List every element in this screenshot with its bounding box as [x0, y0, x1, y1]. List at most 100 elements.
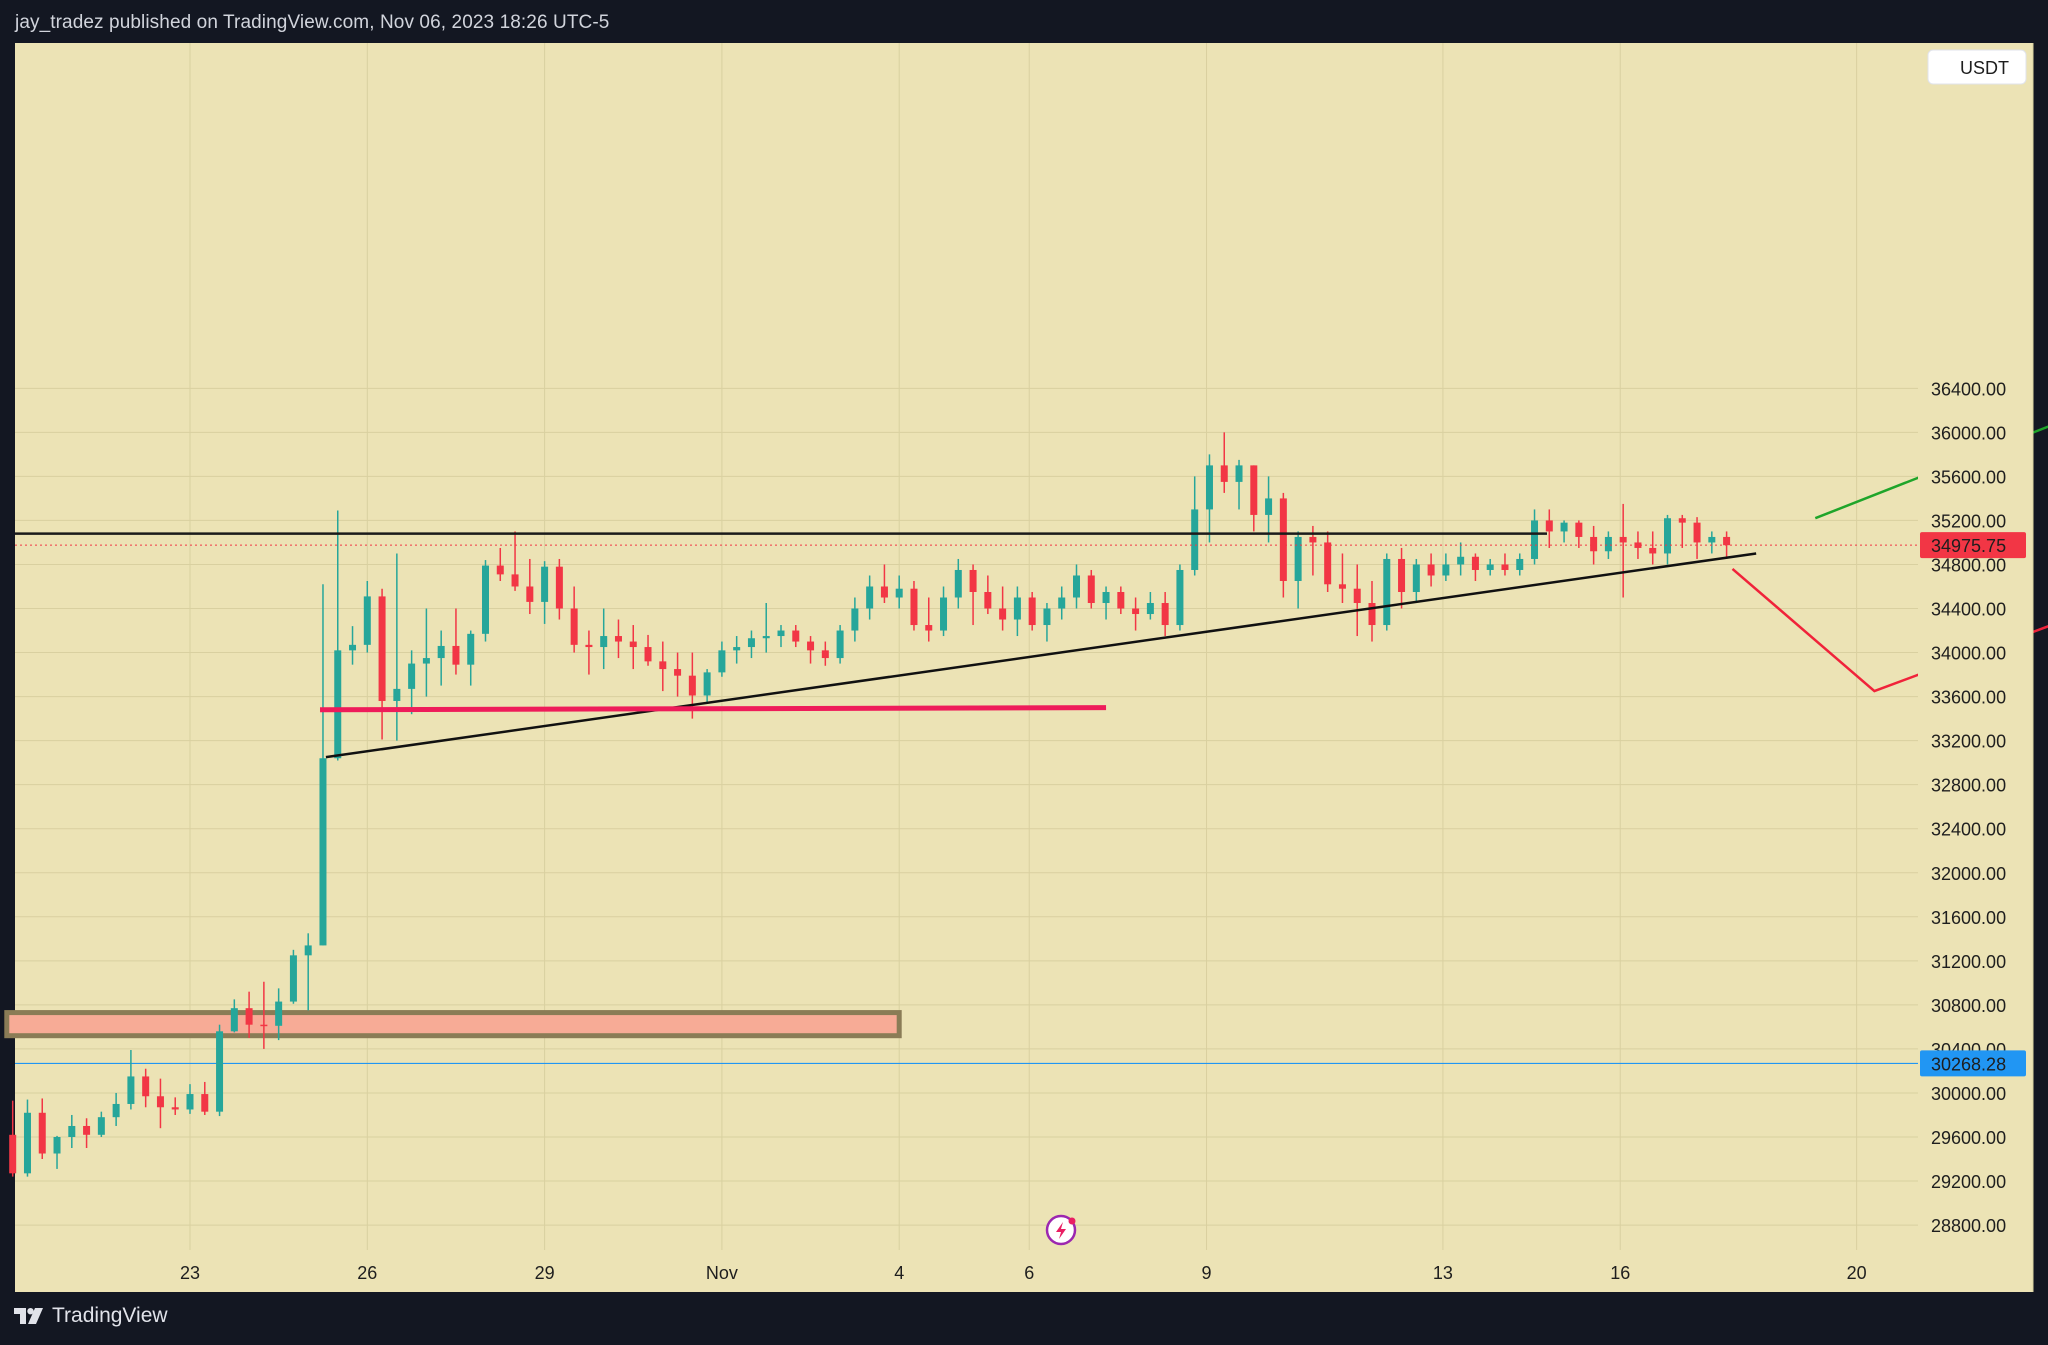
price-tick-label: 34800.00 — [1931, 555, 2006, 575]
candle-body — [777, 630, 785, 637]
candle-body — [792, 630, 800, 642]
candle-body — [1427, 564, 1435, 576]
candle-up — [777, 625, 785, 648]
candle-body — [38, 1112, 46, 1154]
candle-down — [38, 1098, 46, 1160]
candle-body — [718, 650, 726, 673]
candle-up — [836, 625, 844, 664]
candle-body — [1708, 536, 1716, 543]
candle-down — [555, 558, 563, 620]
candle-body — [570, 608, 578, 645]
candle-body — [1560, 522, 1568, 532]
tradingview-brand-label: TradingView — [52, 1304, 168, 1327]
candle-body — [585, 644, 593, 648]
currency-button-bg[interactable] — [1927, 49, 2027, 85]
candle-body — [186, 1094, 194, 1110]
tradingview-logo[interactable]: TradingView — [14, 1304, 168, 1328]
candle-body — [733, 647, 741, 651]
candle-body — [1664, 518, 1671, 554]
time-tick-label: Nov — [706, 1263, 738, 1283]
candle-down — [1590, 525, 1598, 565]
candle-body — [836, 630, 844, 659]
candle-body — [1132, 608, 1140, 615]
replay-lightning-icon[interactable] — [1045, 1214, 1077, 1246]
candle-body — [112, 1103, 120, 1118]
candle-up — [275, 988, 283, 1041]
candle-down — [1545, 509, 1553, 548]
candle-up — [1383, 553, 1391, 631]
price-tick-label: 30000.00 — [1931, 1084, 2006, 1104]
candle-down — [526, 558, 534, 615]
candle-up — [422, 608, 430, 697]
candle-body — [467, 633, 475, 665]
candle-body — [1604, 536, 1612, 552]
candle-body — [171, 1107, 179, 1110]
candle-down — [1220, 432, 1228, 493]
candle-body — [954, 569, 962, 598]
candle-down — [910, 580, 918, 631]
candle-down — [1368, 580, 1376, 642]
candle-body — [127, 1076, 135, 1104]
candle-body — [674, 669, 682, 676]
candle-down — [1117, 586, 1125, 615]
last-price-badge: 34975.75 — [1920, 532, 2026, 559]
candle-body — [68, 1125, 76, 1137]
candle-body — [925, 625, 933, 631]
candle-body — [866, 586, 874, 609]
candle-body — [880, 586, 888, 598]
candle-body — [1545, 520, 1553, 532]
price-tick-label: 33200.00 — [1931, 732, 2006, 752]
candle-up — [703, 669, 711, 703]
candle-down — [1250, 465, 1258, 532]
price-axis-panel — [1918, 43, 2033, 1292]
candle-down — [629, 625, 637, 670]
candle-up — [112, 1092, 120, 1126]
candle-up — [762, 603, 770, 653]
candles-layer — [9, 432, 1731, 1177]
candle-body — [1058, 597, 1066, 609]
candle-body — [703, 672, 711, 696]
candle-body — [1693, 522, 1701, 543]
candle-down — [1338, 553, 1346, 604]
time-tick-label: 9 — [1202, 1263, 1212, 1283]
candle-up — [1457, 542, 1465, 576]
candle-down — [969, 564, 977, 626]
candle-up — [954, 558, 962, 609]
candle-up — [1191, 476, 1199, 576]
last-price-badge-label: 34975.75 — [1931, 536, 2006, 556]
candle-body — [1457, 556, 1465, 565]
candle-down — [171, 1097, 179, 1115]
candle-body — [526, 586, 534, 602]
publish-info-bar: jay_tradez published on TradingView.com,… — [0, 0, 2048, 46]
candle-down — [83, 1118, 91, 1149]
candle-body — [600, 636, 608, 648]
last-price-badge-bg — [1920, 532, 2026, 559]
candle-down — [999, 586, 1007, 631]
candle-body — [762, 636, 770, 639]
candle-down — [1398, 547, 1406, 609]
candle-body — [1398, 558, 1406, 592]
candle-body — [688, 675, 696, 696]
candle-up — [1516, 553, 1524, 576]
candle-body — [1486, 564, 1494, 570]
candle-down — [1693, 517, 1701, 559]
price-tick-label: 34400.00 — [1931, 600, 2006, 620]
candle-down — [1087, 569, 1095, 609]
price-tick-label: 36000.00 — [1931, 423, 2006, 443]
currency-button[interactable]: USDT — [1927, 49, 2027, 85]
candle-up — [53, 1135, 61, 1169]
candle-up — [216, 1024, 224, 1117]
candle-body — [1619, 536, 1627, 543]
candle-body — [1117, 592, 1125, 609]
icon-dot — [1068, 1217, 1076, 1225]
candle-body — [482, 565, 489, 634]
grid-layer — [15, 43, 1918, 1250]
candle-up — [186, 1084, 194, 1114]
candle-body — [541, 566, 549, 602]
candle-down — [880, 564, 888, 604]
candle-body — [747, 638, 755, 648]
candle-down — [1678, 514, 1686, 548]
level-price-badge-bg — [1920, 1050, 2026, 1077]
candle-body — [201, 1094, 209, 1112]
